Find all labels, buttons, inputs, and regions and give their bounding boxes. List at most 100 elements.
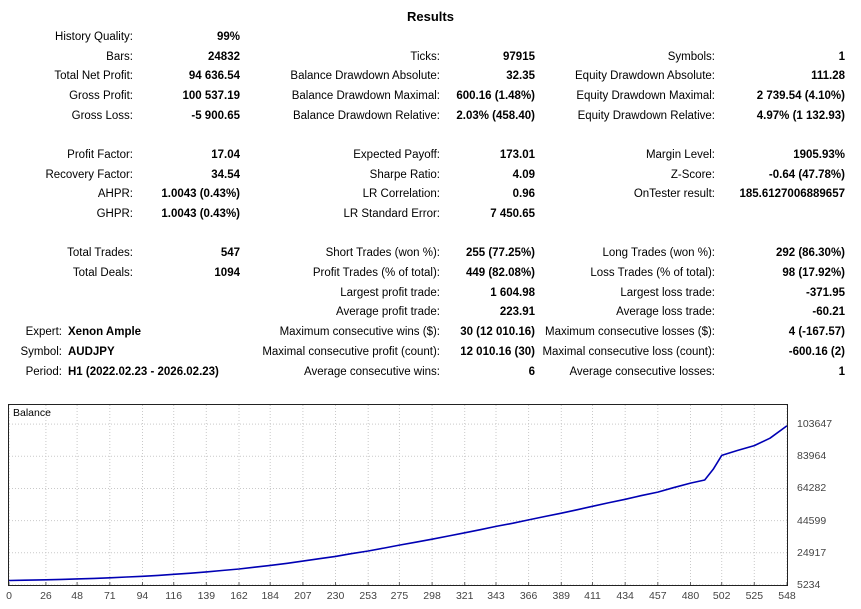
stat-value: 185.6127006889657 — [739, 188, 845, 201]
stat-label: Largest loss trade: — [620, 286, 715, 299]
stat-value: -5 900.65 — [191, 109, 240, 122]
stat-label: Equity Drawdown Maximal: — [576, 89, 715, 102]
x-axis-label: 0 — [6, 590, 12, 602]
stat-label: Average consecutive wins: — [304, 365, 440, 378]
stat-label: Symbols: — [667, 50, 715, 63]
x-axis-label: 343 — [487, 590, 505, 602]
stat-label: Maximal consecutive loss (count): — [542, 345, 715, 358]
x-axis-label: 366 — [519, 590, 538, 602]
stat-row: AHPR: 1.0043 (0.43%) LR Correlation: 0.96 On… — [0, 185, 861, 205]
stat-label: Profit Trades (% of total): — [312, 267, 440, 280]
stat-label: Recovery Factor: — [45, 168, 133, 181]
info-row: Symbol: AUDJPY — [0, 342, 219, 362]
stat-label: Expected Payoff: — [353, 148, 440, 161]
x-axis-label: 275 — [390, 590, 409, 602]
stat-label: OnTester result: — [633, 188, 715, 201]
stat-value: 6 — [528, 365, 535, 378]
stat-value: 24832 — [208, 50, 240, 63]
y-axis-label: 5234 — [797, 579, 821, 591]
stat-label: Average profit trade: — [336, 306, 440, 319]
info-row: Expert: Xenon Ample — [0, 323, 219, 343]
balance-chart: Balance 5234 24917 44599 64282 83964 103647 0… — [6, 404, 832, 602]
info-row: Period: H1 (2022.02.23 - 2026.02.23) — [0, 362, 219, 382]
stat-label: AHPR: — [97, 188, 133, 201]
stat-label: LR Correlation: — [362, 188, 440, 201]
stat-value: 2 739.54 (4.10%) — [756, 89, 845, 102]
stat-label: Z-Score: — [670, 168, 715, 181]
x-axis-label: 411 — [584, 590, 601, 602]
stat-label: Maximum consecutive wins ($): — [279, 326, 440, 339]
stat-value: 97915 — [503, 50, 535, 63]
stat-row: Total Deals: 1094 Profit Trades (% of tota… — [0, 263, 861, 283]
test-info-block: Expert: Xenon Ample Symbol: AUDJPY Period: H1… — [0, 323, 219, 382]
stat-value: 4.97% (1 132.93) — [756, 109, 845, 122]
stat-row — [0, 125, 861, 145]
stat-value: -0.64 (47.78%) — [768, 168, 845, 181]
stat-row: Total Net Profit: 94 636.54 Balance Drawdo… — [0, 66, 861, 86]
stat-label: Short Trades (won %): — [325, 247, 440, 260]
stat-label: Average consecutive losses: — [569, 365, 715, 378]
x-axis-label: 116 — [165, 590, 183, 602]
x-axis-label: 184 — [261, 590, 279, 602]
stat-label: Equity Drawdown Relative: — [577, 109, 715, 122]
stat-row: Total Trades: 547 Short Trades (won %): 255… — [0, 244, 861, 264]
stat-label: GHPR: — [96, 208, 133, 221]
stat-row: Profit Factor: 17.04 Expected Payoff: 173.0… — [0, 145, 861, 165]
x-axis-label: 253 — [359, 590, 377, 602]
stat-value: 1.0043 (0.43%) — [161, 208, 240, 221]
y-axis-labels: 5234 24917 44599 64282 83964 103647 — [792, 404, 861, 596]
x-axis-label: 162 — [230, 590, 248, 602]
stat-value: 12 010.16 (30) — [460, 345, 535, 358]
info-value: Xenon Ample — [68, 326, 142, 339]
stat-label: Balance Drawdown Absolute: — [290, 70, 440, 83]
info-value: H1 (2022.02.23 - 2026.02.23) — [68, 365, 219, 378]
stat-value: 1094 — [214, 267, 240, 280]
x-axis-label: 71 — [103, 590, 116, 602]
stat-label: Long Trades (won %): — [602, 247, 715, 260]
info-label: Symbol: — [20, 346, 62, 359]
x-axis-labels: 0 26 48 71 94 116 139 162 184 207 230 253 275 298 321 3… — [6, 588, 796, 603]
stat-label: Loss Trades (% of total): — [590, 267, 715, 280]
stat-label: Profit Factor: — [67, 148, 133, 161]
stat-value: 1 — [838, 365, 845, 378]
stat-label: Sharpe Ratio: — [369, 168, 440, 181]
balance-chart-plot: Balance — [8, 404, 788, 586]
stat-row: Largest profit trade: 1 604.98 Largest los… — [0, 283, 861, 303]
stat-value: 547 — [220, 247, 240, 260]
stat-row — [0, 224, 861, 244]
stat-value: 292 (86.30%) — [775, 247, 845, 260]
stat-row: Maximum consecutive wins ($): 30 (12 010.… — [0, 322, 861, 342]
stat-row: History Quality: 99% — [0, 27, 861, 47]
stat-row: Average profit trade: 223.91 Average loss … — [0, 303, 861, 323]
info-label: Expert: — [25, 326, 62, 339]
stat-value: 600.16 (1.48%) — [456, 89, 535, 102]
x-axis-label: 230 — [326, 590, 345, 602]
stat-value: 99% — [216, 30, 240, 43]
x-axis-label: 94 — [136, 590, 149, 602]
stat-row: Bars: 24832 Ticks: 97915 Symbols: 1 — [0, 47, 861, 67]
y-axis-label: 64282 — [797, 482, 827, 495]
x-axis-label: 139 — [197, 590, 216, 602]
stat-value: -60.21 — [812, 306, 845, 319]
stat-value: 1905.93% — [793, 148, 845, 161]
stat-row: Maximal consecutive profit (count): 12 01… — [0, 342, 861, 362]
stat-value: 223.91 — [499, 306, 535, 319]
stat-value: 34.54 — [211, 168, 240, 181]
x-axis-label: 48 — [71, 590, 83, 602]
stat-value: 98 (17.92%) — [782, 267, 845, 280]
balance-chart-svg — [9, 405, 787, 585]
stat-row: GHPR: 1.0043 (0.43%) LR Standard Error: 7 4… — [0, 204, 861, 224]
info-value: AUDJPY — [68, 346, 115, 359]
x-axis-label: 389 — [552, 590, 571, 602]
stat-label: Largest profit trade: — [340, 286, 440, 299]
stat-value: 1 — [838, 50, 845, 63]
stat-label: Average loss trade: — [616, 306, 715, 319]
stat-label: Balance Drawdown Maximal: — [291, 89, 440, 102]
stat-value: -600.16 (2) — [788, 345, 845, 358]
stat-value: 255 (77.25%) — [465, 247, 535, 260]
stat-label: Total Net Profit: — [54, 70, 133, 83]
stat-label: Ticks: — [410, 50, 440, 63]
stat-label: Total Deals: — [72, 267, 133, 280]
stat-label: Bars: — [106, 50, 133, 63]
